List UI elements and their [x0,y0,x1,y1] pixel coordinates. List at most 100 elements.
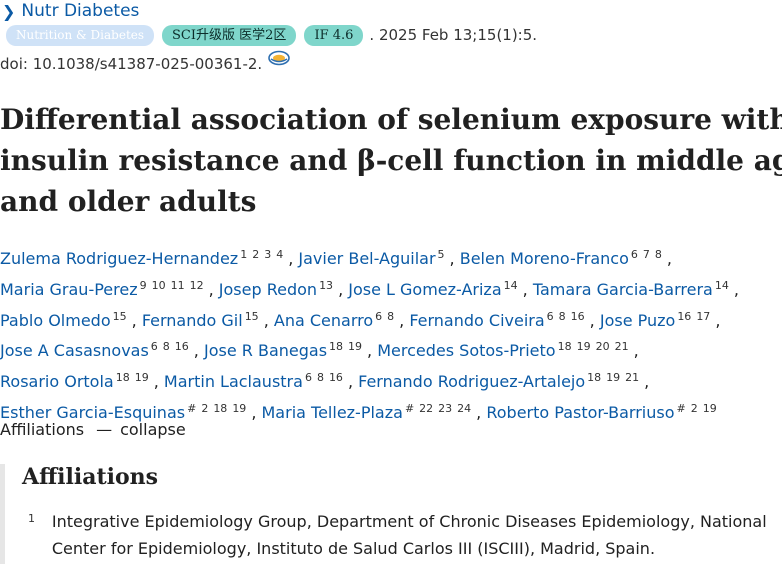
title-line: insulin resistance and β-cell function i… [0,144,782,177]
author-link[interactable]: Jose L Gomez-Ariza [348,279,502,299]
author-link[interactable]: Tamara Garcia-Barrera [532,279,713,299]
affiliation-ref[interactable]: 18 [329,340,344,354]
author-link[interactable]: Pablo Olmedo [0,310,111,330]
author-link[interactable]: Maria Grau-Perez [0,279,138,299]
affiliation-ref[interactable]: 6 [546,309,554,323]
affiliation-ref[interactable]: 18 [115,371,130,385]
title-line: Differential association of selenium exp… [0,103,782,136]
affiliation-ref[interactable]: 8 [162,340,170,354]
affiliation-ref[interactable]: 13 [319,278,334,292]
affiliation-ref[interactable]: 18 [587,371,602,385]
affiliation-number: 1 [28,512,35,525]
author-link[interactable]: Josep Redon [218,279,318,299]
affiliation-ref[interactable]: # [404,401,415,415]
author-separator: , [367,341,373,361]
affiliation-ref[interactable]: 12 [189,278,204,292]
journal-name[interactable]: Nutr Diabetes [21,1,140,21]
author-link[interactable]: Fernando Gil [141,310,243,330]
author-affiliation-refs: #22 23 24 [405,402,476,415]
affiliation-ref[interactable]: 23 [438,401,453,415]
affiliation-ref[interactable]: 19 [348,340,363,354]
affiliation-ref[interactable]: 8 [316,371,324,385]
affiliation-ref[interactable]: 10 [151,278,166,292]
affiliation-ref[interactable]: 2 [690,401,698,415]
affiliation-ref[interactable]: 8 [387,309,395,323]
affiliation-ref[interactable]: # [187,401,197,415]
author-affiliation-refs: 16 17 [677,310,715,323]
author-affiliation-refs: 9 10 11 12 [140,279,209,292]
author-link[interactable]: Ana Cenarro [273,310,374,330]
collapse-link[interactable]: collapse [120,420,186,439]
affiliation-ref[interactable]: 19 [702,401,717,415]
affiliation-ref[interactable]: 22 [419,401,434,415]
affiliation-ref[interactable]: 1 [240,248,248,261]
author-separator: , [399,310,405,330]
affiliation-ref[interactable]: 16 [570,309,585,323]
author-separator: , [288,249,294,268]
author-link[interactable]: Fernando Civeira [409,310,545,330]
affiliations-toggle[interactable]: Affiliations — collapse [0,420,186,439]
affiliation-ref[interactable]: 24 [457,401,472,415]
author-line: Zulema Rodriguez-Hernandez 1 2 3 4, Javier B… [0,242,782,273]
author-separator: , [449,249,455,268]
affiliation-ref[interactable]: 16 [174,340,189,354]
author-separator: , [644,372,650,392]
affiliation-ref[interactable]: 8 [654,248,662,261]
author-link[interactable]: Maria Tellez-Plaza [261,402,403,422]
journal-link[interactable]: ❯ Nutr Diabetes [0,0,139,22]
affiliation-ref[interactable]: 19 [576,340,591,354]
affiliation-ref[interactable]: # [676,401,686,415]
affiliation-ref[interactable]: 8 [558,309,566,323]
author-link[interactable]: Javier Bel-Aguilar [298,249,436,268]
affiliation-ref[interactable]: 15 [244,309,259,323]
affiliation-ref[interactable]: 16 [328,371,343,385]
affiliation-ref[interactable]: 14 [714,278,729,292]
affiliation-ref[interactable]: 14 [503,278,518,292]
author-link[interactable]: Zulema Rodriguez-Hernandez [0,249,239,268]
affiliation-ref[interactable]: 4 [276,248,284,261]
author-separator: , [193,341,199,361]
affiliation-ref[interactable]: 16 [677,309,692,323]
affiliation-ref[interactable]: 3 [264,248,272,261]
author-link[interactable]: Jose A Casasnovas [0,341,149,361]
author-link[interactable]: Roberto Pastor-Barriuso [486,402,675,422]
author-separator: , [476,402,482,422]
affiliation-ref[interactable]: 17 [696,309,711,323]
affiliation-ref[interactable]: 6 [630,248,638,261]
affiliation-ref[interactable]: 2 [201,401,209,415]
affiliation-ref[interactable]: 18 [557,340,572,354]
author-link[interactable]: Martin Laclaustra [163,372,303,392]
author-affiliation-refs: #2 18 19 [187,402,251,415]
author-link[interactable]: Mercedes Sotos-Prieto [377,341,556,361]
author-separator: , [347,372,354,392]
affiliation-ref[interactable]: 19 [232,401,247,415]
author-affiliation-refs: 13 [319,279,338,292]
affiliation-ref[interactable]: 19 [134,371,149,385]
affiliation-ref[interactable]: 6 [150,340,158,354]
affiliation-ref[interactable]: 2 [252,248,260,261]
affiliation-ref[interactable]: 6 [304,371,312,385]
affiliation-ref[interactable]: 5 [437,248,445,261]
affiliation-ref[interactable]: 9 [139,278,147,292]
affiliation-ref[interactable]: 11 [170,278,185,292]
affiliation-text: Integrative Epidemiology Group, Departme… [51,512,767,558]
author-link[interactable]: Belen Moreno-Franco [459,249,629,268]
author-separator: , [589,310,595,330]
author-link[interactable]: Rosario Ortola [0,372,114,392]
affiliation-ref[interactable]: 19 [606,371,621,385]
author-link[interactable]: Jose Puzo [599,310,676,330]
author-affiliation-refs: 6 8 16 [547,310,590,323]
affiliation-ref[interactable]: 20 [595,340,610,354]
affiliation-ref[interactable]: 21 [614,340,629,354]
affiliation-ref[interactable]: 21 [625,371,640,385]
author-link[interactable]: Fernando Rodriguez-Artalejo [358,372,586,392]
affiliation-ref[interactable]: 15 [112,309,127,323]
affiliation-ref[interactable]: 6 [375,309,383,323]
affiliation-ref[interactable]: 7 [642,248,650,261]
affiliation-ref[interactable]: 18 [213,401,228,415]
author-link[interactable]: Jose R Banegas [203,341,328,361]
author-link[interactable]: Esther Garcia-Esquinas [0,402,186,422]
author-affiliation-refs: 5 [438,248,450,261]
free-pmc-icon[interactable] [268,50,291,66]
